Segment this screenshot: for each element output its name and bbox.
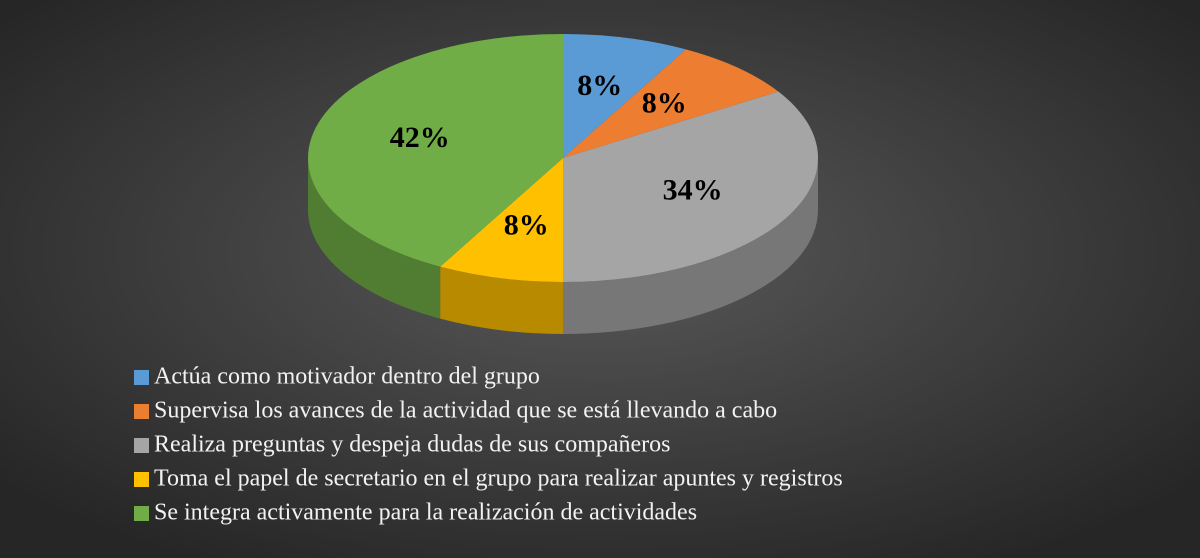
- slice-side: [308, 158, 441, 319]
- legend-swatch: [134, 506, 149, 521]
- data-label: 34%: [663, 174, 723, 207]
- slice: [563, 91, 819, 282]
- data-label: 8%: [504, 209, 549, 242]
- legend-swatch: [134, 438, 149, 453]
- legend-label: Actúa como motivador dentro del grupo: [154, 364, 540, 390]
- legend-label: Se integra activamente para la realizaci…: [154, 500, 697, 526]
- slice: [563, 49, 779, 159]
- data-label: 8%: [577, 69, 622, 102]
- slice-side: [440, 266, 563, 334]
- legend-swatch: [134, 472, 149, 487]
- legend-swatch: [134, 404, 149, 419]
- legend-swatch: [134, 370, 149, 385]
- slice-side: [563, 158, 818, 334]
- slice: [308, 33, 563, 267]
- legend-label: Supervisa los avances de la actividad qu…: [154, 398, 777, 424]
- legend-label: Realiza preguntas y despeja dudas de sus…: [154, 432, 671, 458]
- slice: [563, 34, 686, 158]
- slice: [440, 158, 563, 282]
- data-label: 42%: [390, 121, 450, 154]
- data-label: 8%: [642, 86, 687, 119]
- legend-label: Toma el papel de secretario en el grupo …: [154, 466, 843, 492]
